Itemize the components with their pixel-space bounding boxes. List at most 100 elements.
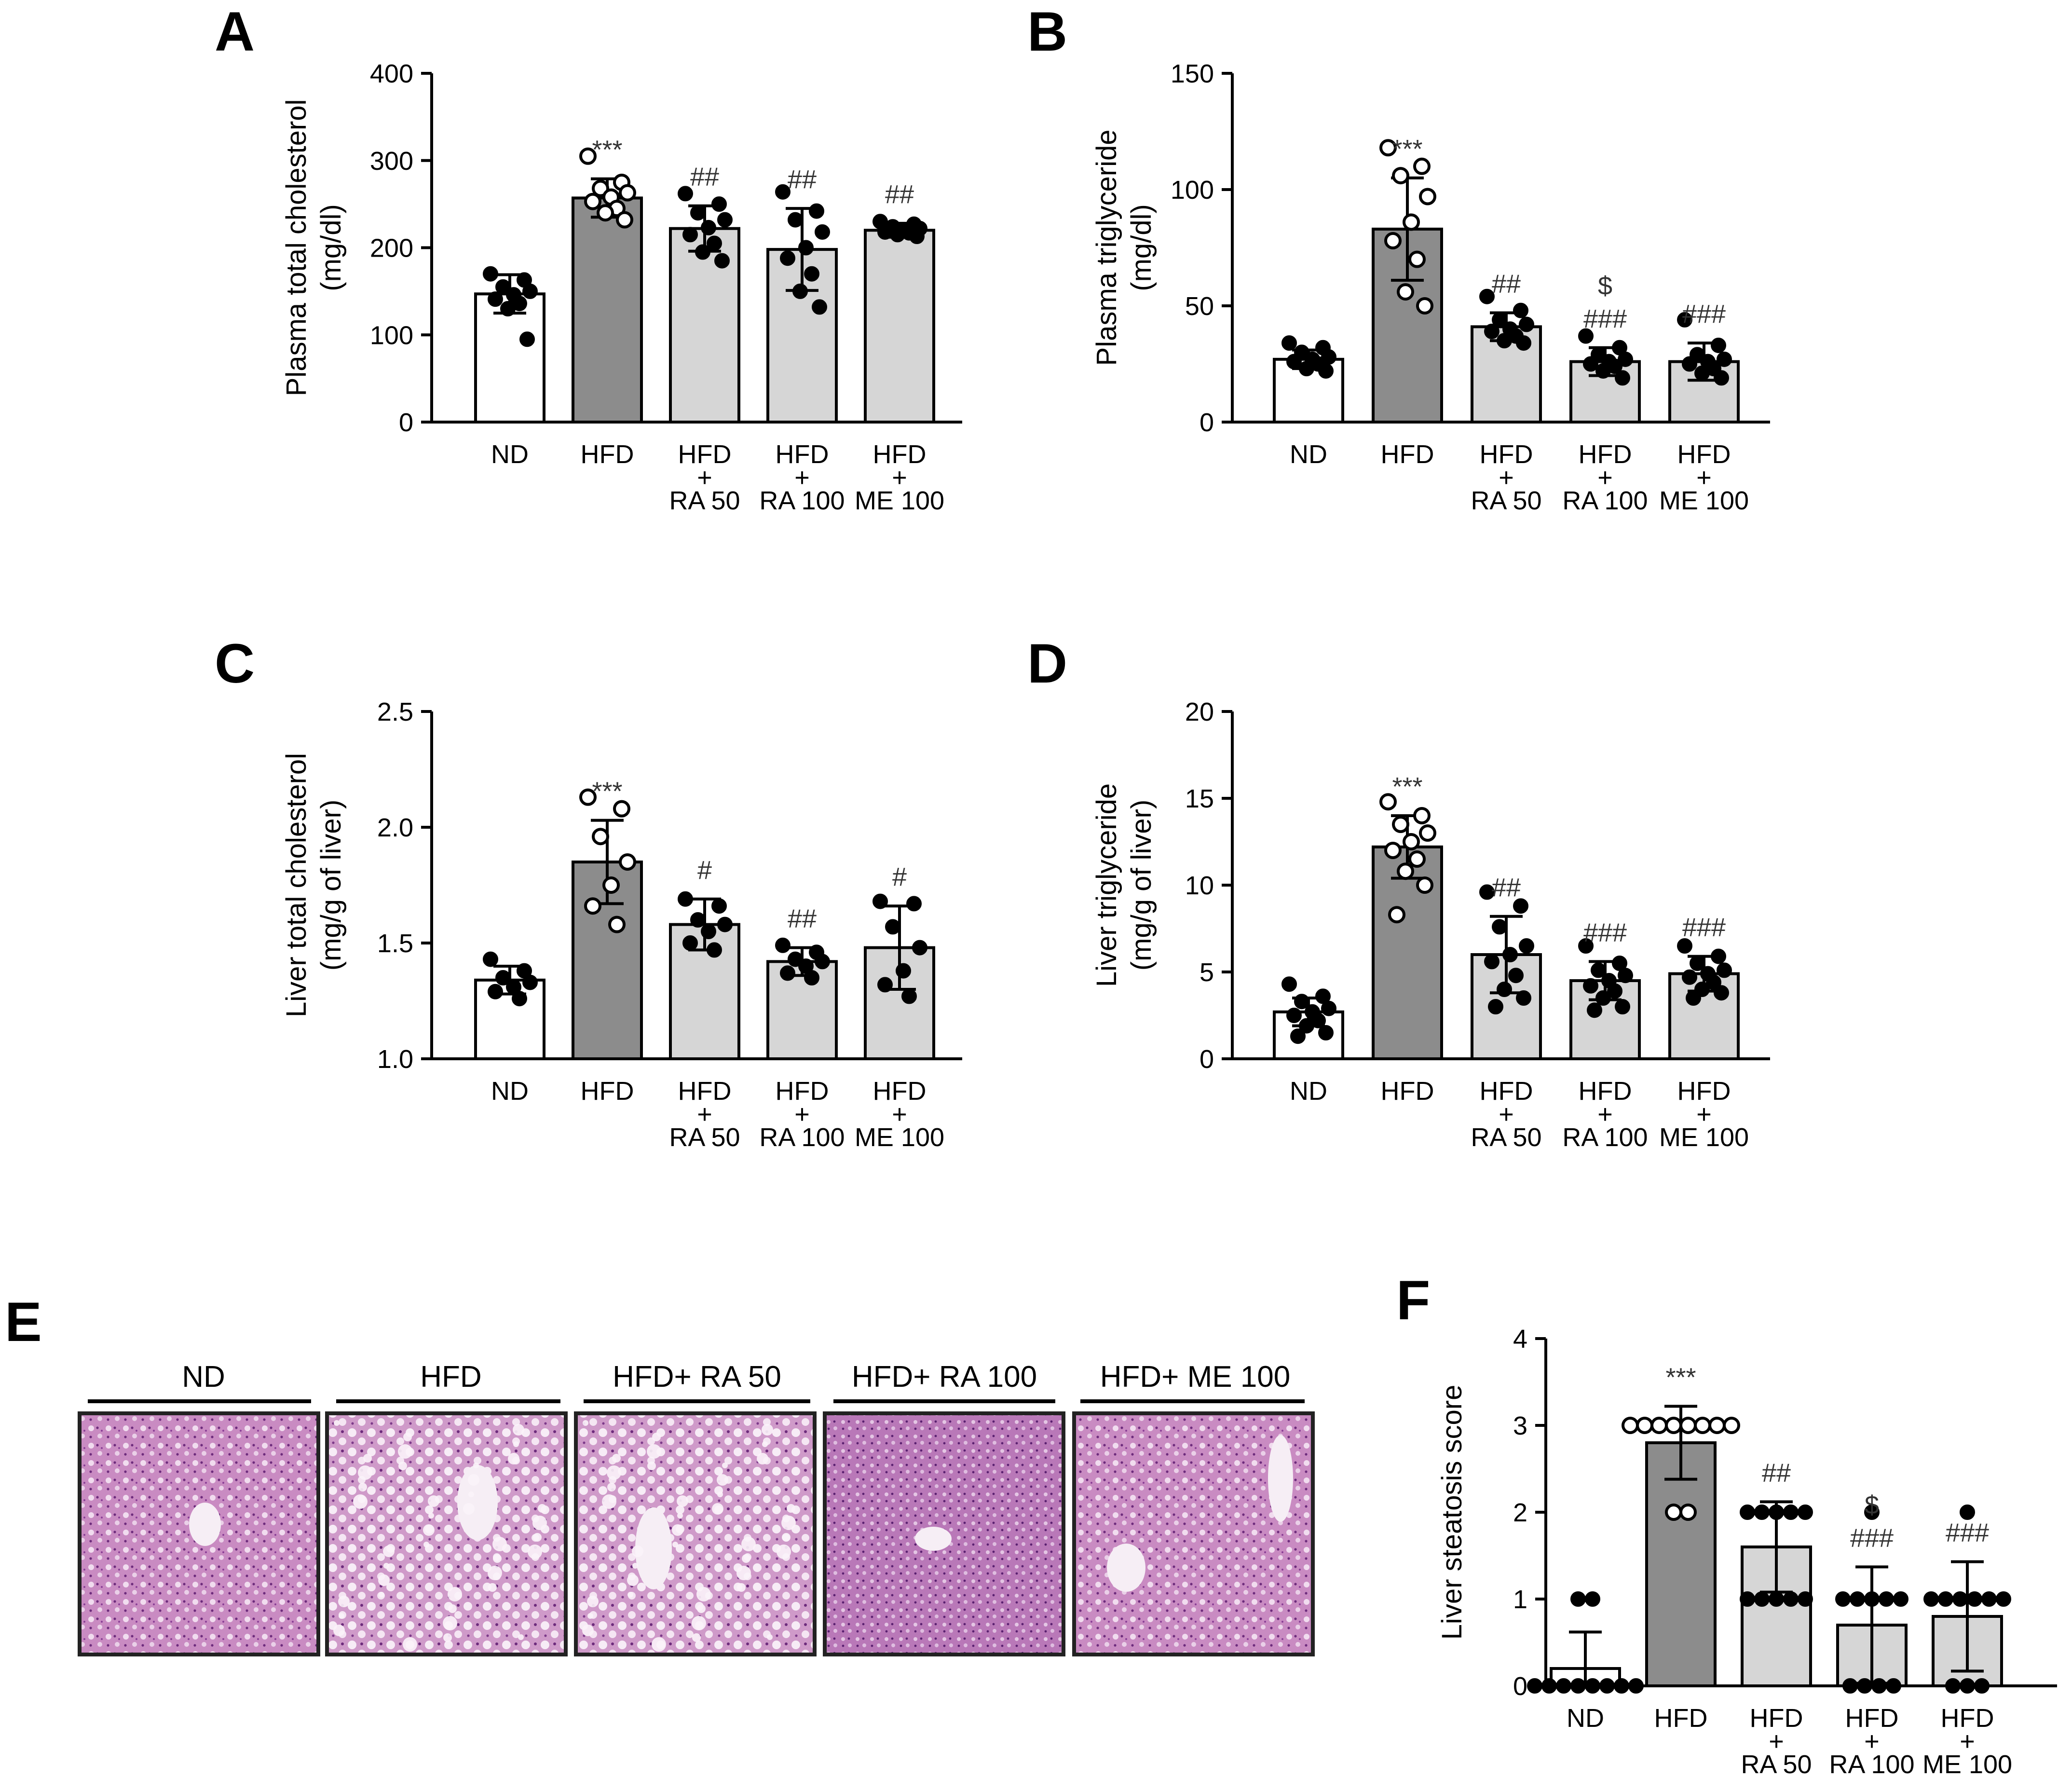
fat-droplet [782,1533,791,1542]
panel-label-e: E [5,1291,42,1353]
histology-image-hfd [325,1411,568,1656]
y-tick-label: 400 [370,59,413,88]
data-point [1413,807,1431,824]
x-tick-label: HFD [1677,1077,1731,1106]
fat-droplet [602,1494,616,1509]
significance-marker: ### [1850,1523,1894,1552]
data-point [584,897,601,915]
data-point [1938,1591,1953,1607]
central-vein [1268,1435,1293,1522]
data-point [815,954,830,970]
fat-droplet [767,1634,773,1640]
data-point [579,788,597,806]
x-tick-label: + [794,1100,810,1129]
y-axis-label: Plasma total cholesterol (mg/dl) [281,99,347,397]
bar-hfd [1645,1441,1717,1687]
fat-droplet [538,1504,546,1513]
data-point [1857,1678,1872,1694]
fat-droplet [672,1524,683,1536]
data-point [1711,337,1726,353]
fat-droplet [672,1542,678,1547]
fat-droplet [587,1613,593,1619]
x-tick-label: HFD [1480,1077,1533,1106]
x-tick-label: HFD [776,440,829,469]
data-point [1769,1591,1784,1607]
fat-droplet [443,1633,452,1642]
data-point [1960,1504,1975,1520]
panel-label-b: B [1027,1,1067,63]
data-point [1578,938,1594,954]
fat-droplet [398,1444,412,1459]
data-point [1392,816,1409,833]
central-vein [1107,1544,1145,1592]
chart-plasma-triglyceride: 0 50 100 150 Plasma triglyceride (mg/dl) ND ***… [1091,59,1770,515]
y-tick-label: 100 [370,321,413,350]
data-point [1413,157,1431,175]
y-axis-label-line: Liver steatosis score [1436,1385,1468,1640]
data-point [1392,167,1409,185]
histology-label: HFD+ RA 50 [613,1360,781,1394]
significance-marker: ### [1583,918,1627,947]
fat-droplet [627,1592,633,1598]
data-point [1679,1504,1697,1521]
fat-droplet [632,1545,643,1557]
significance-marker: *** [1665,1363,1696,1392]
x-tick-label: HFD [581,440,634,469]
data-point [901,988,917,1004]
central-vein [189,1503,221,1546]
significance-marker: *** [1392,135,1422,164]
x-tick-label: HFD [1579,440,1632,469]
x-tick-label: HFD [873,440,927,469]
x-tick-label: HFD [1677,440,1731,469]
fat-droplet [493,1554,502,1563]
data-point [690,205,706,221]
data-point [1513,302,1528,318]
significance-marker: ### [1583,304,1627,333]
data-point [909,229,925,245]
data-point [1527,1678,1542,1694]
y-tick-label: 2 [1513,1498,1527,1527]
data-point [1384,232,1402,250]
data-point [1570,1591,1586,1607]
data-point [896,963,911,979]
data-point [877,224,893,240]
data-point [792,283,808,299]
data-point [1585,1591,1600,1607]
data-point [1299,361,1314,377]
data-point [1281,976,1297,992]
data-point [1686,990,1701,1006]
data-point [1783,1504,1799,1520]
x-tick-label: + [892,463,907,492]
data-point [1516,335,1531,351]
data-point [619,853,636,871]
y-tick-label: 4 [1513,1325,1527,1354]
significance-marker: ## [1492,873,1521,902]
central-vein [635,1507,672,1589]
x-tick-label: + [1960,1727,1975,1756]
fat-droplet [398,1462,407,1470]
data-point [483,266,498,282]
data-point [1321,1000,1336,1016]
x-tick-label: RA 50 [1471,1123,1541,1152]
data-point [1419,188,1436,205]
data-point [495,970,511,985]
fat-droplet [533,1533,542,1542]
x-tick-label: + [1499,463,1514,492]
fat-droplet [379,1592,384,1598]
fat-droplet [652,1433,661,1441]
data-point [1981,1591,1997,1607]
fat-droplet [473,1463,479,1468]
data-point [1585,1678,1600,1694]
x-tick-label: + [697,463,712,492]
data-point [682,227,698,243]
histology-column-me100: HFD+ ME 100 [1072,1360,1315,1656]
x-tick-label: ME 100 [1922,1750,2012,1778]
significance-marker: $ [1598,272,1612,301]
histology-label: HFD+ ME 100 [1100,1360,1291,1394]
data-point [711,196,727,212]
data-point [1871,1678,1887,1694]
fat-droplet [692,1633,701,1642]
y-tick-label: 20 [1185,698,1214,726]
